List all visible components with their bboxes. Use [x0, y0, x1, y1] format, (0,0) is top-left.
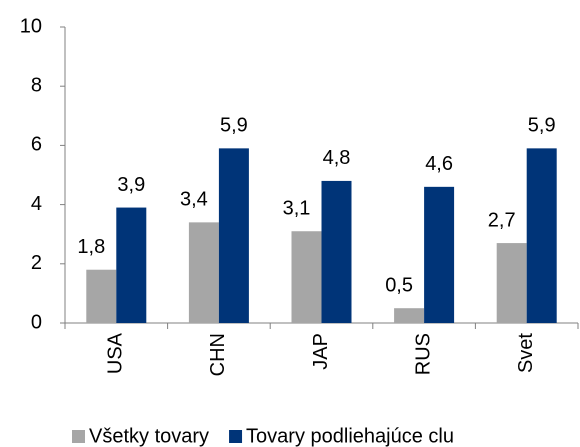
legend-swatch — [72, 430, 85, 443]
bar — [394, 308, 425, 323]
value-label: 4,6 — [425, 153, 453, 175]
value-label: 5,9 — [528, 115, 556, 137]
bar — [116, 207, 147, 323]
y-tick-label: 8 — [31, 74, 42, 96]
bar — [188, 222, 219, 323]
legend-swatch — [229, 430, 243, 443]
value-label: 3,9 — [117, 174, 145, 196]
x-tick-label: CHN — [207, 333, 229, 376]
y-tick-label: 0 — [31, 311, 42, 333]
bar — [424, 186, 455, 323]
bar — [86, 269, 117, 323]
y-tick-label: 6 — [31, 134, 42, 156]
value-label: 1,8 — [77, 236, 105, 258]
x-tick-label: RUS — [412, 333, 434, 375]
bar — [526, 148, 557, 323]
value-label: 0,5 — [385, 274, 413, 296]
x-tick-label: USA — [105, 332, 127, 374]
value-label: 3,4 — [180, 189, 208, 211]
y-tick-label: 2 — [31, 252, 42, 274]
value-label: 5,9 — [220, 115, 248, 137]
x-tick-label: Svet — [515, 333, 537, 373]
legend-label: Tovary podliehajúce clu — [246, 425, 454, 447]
value-label: 4,8 — [323, 147, 351, 169]
y-tick-label: 4 — [31, 193, 42, 215]
bar — [321, 180, 352, 323]
value-label: 2,7 — [488, 209, 516, 231]
bar — [291, 231, 322, 323]
bar — [218, 148, 249, 323]
legend-label: Všetky tovary — [89, 425, 209, 447]
y-tick-label: 10 — [20, 15, 42, 37]
value-label: 3,1 — [283, 198, 311, 220]
bar — [496, 243, 527, 323]
x-tick-label: JAP — [310, 333, 332, 370]
